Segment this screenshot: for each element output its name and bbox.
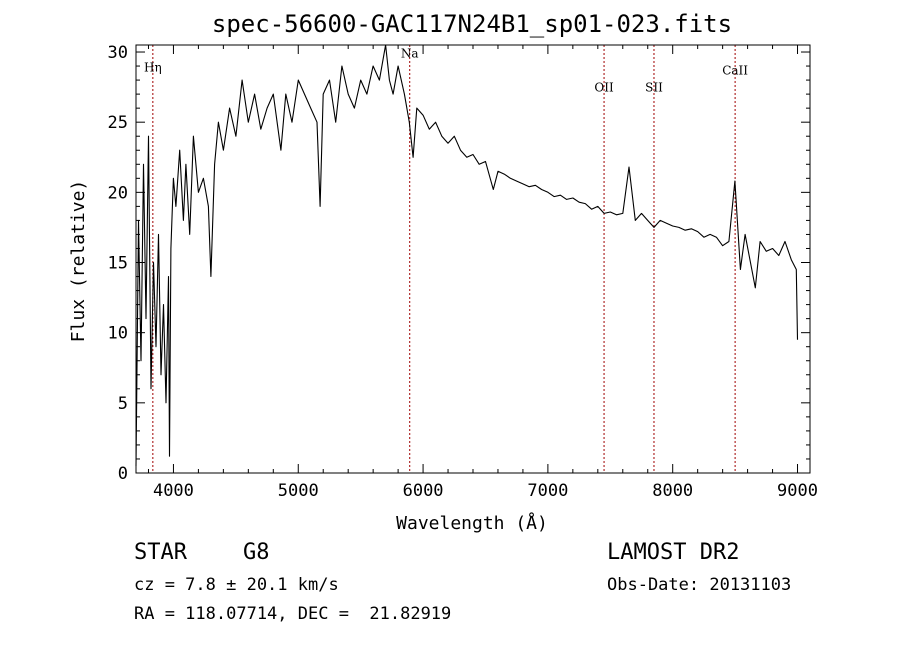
line-marker-label: Hη [144,61,162,75]
line-marker-label: SII [645,80,663,94]
plot-frame [135,44,811,474]
x-tick-label: 9000 [777,481,818,501]
y-tick-label: 30 [108,43,128,63]
x-tick-label: 4000 [153,481,194,501]
spectrum-chart: spec-56600-GAC117N24B1_sp01-023.fits Hη N… [68,10,818,534]
line-marker-label: Na [401,47,419,61]
observation-date: Obs-Date: 20131103 [607,575,792,595]
object-subclass: G8 [243,540,270,565]
coordinates: RA = 118.07714, DEC = 21.82919 [134,604,452,624]
redshift-velocity: cz = 7.8 ± 20.1 km/s [134,575,339,595]
x-tick-label: 5000 [278,481,319,501]
spectral-line-markers: Hη Na OII SII CaII [144,45,748,473]
line-marker-label: CaII [722,63,748,77]
y-tick-label: 20 [108,183,128,203]
y-tick-label: 0 [118,464,128,484]
y-tick-label: 25 [108,113,128,133]
line-marker-label: OII [594,80,614,94]
object-class: STAR [134,540,187,565]
chart-title: spec-56600-GAC117N24B1_sp01-023.fits [212,10,732,38]
y-tick-label: 5 [118,394,128,414]
y-tick-label: 10 [108,324,128,344]
x-tick-label: 8000 [652,481,693,501]
x-axis-label: Wavelength (Å) [396,512,548,534]
x-tick-label: 6000 [403,481,444,501]
survey-name: LAMOST DR2 [607,540,740,565]
spectrum-line [135,44,799,467]
spectrum-series [135,44,799,467]
y-axis-label: Flux (relative) [68,180,89,343]
x-tick-label: 7000 [527,481,568,501]
plot-axes: 4000 5000 6000 7000 8000 9000 0 5 10 15 20 25 30 [108,43,818,501]
y-tick-label: 15 [108,254,128,274]
